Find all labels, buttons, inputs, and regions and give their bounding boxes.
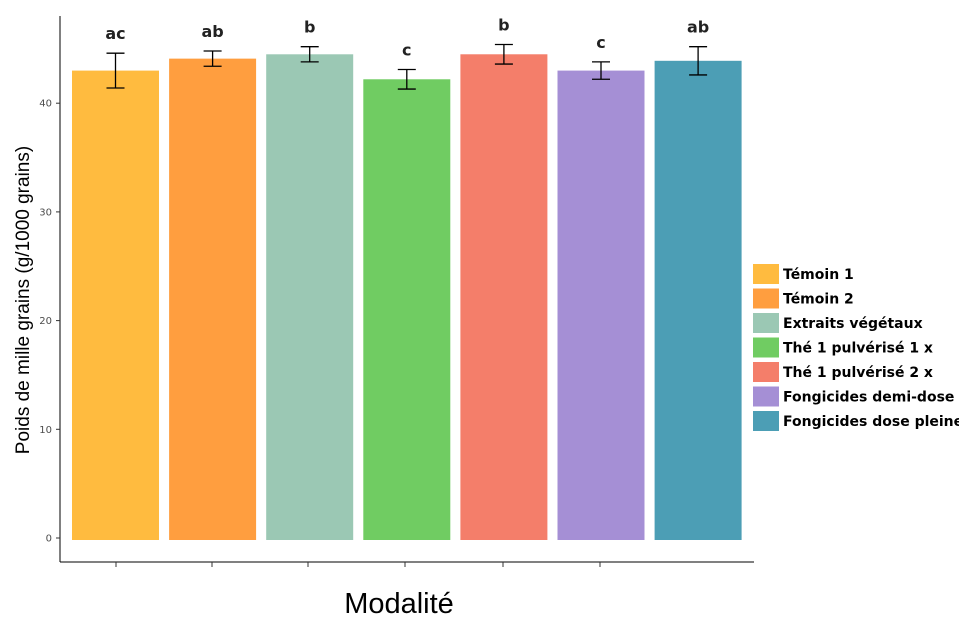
legend-swatch-2 [753,288,779,309]
legend-label-7: Fongicides dose pleine [783,414,959,430]
significance-label-1: ac [105,24,125,43]
bar-4 [363,79,451,540]
legend-label-2: Témoin 2 [783,292,854,308]
y-tick-label: 40 [39,99,52,110]
bar-1 [72,70,159,540]
legend-label-5: Thé 1 pulvérisé 2 x [783,365,933,381]
y-axis-title: Poids de mille grains (g/1000 grains) [13,146,34,454]
significance-label-4: c [402,41,411,60]
legend-swatch-6 [753,386,779,407]
y-tick-label: 20 [39,316,52,327]
legend-swatch-7 [753,411,779,431]
error-bars-group [106,43,708,90]
bar-2 [169,58,257,541]
significance-label-3: b [304,18,315,37]
bar-5 [460,54,548,540]
legend: Témoin 1 Témoin 2 Extraits végétaux Thé 1 p… [753,264,959,431]
legend-label-4: Thé 1 pulvérisé 1 x [783,341,933,357]
significance-label-5: b [498,16,509,35]
significance-labels-group: ac ab b c b c ab [105,16,709,60]
bars-group [72,54,742,541]
legend-label-6: Fongicides demi-dose [783,390,954,406]
bar-6 [557,70,645,540]
legend-label-3: Extraits végétaux [783,316,923,332]
y-ticks-group: 0 10 20 30 40 [39,99,60,545]
legend-label-1: Témoin 1 [783,267,854,283]
legend-swatch-1 [753,264,779,284]
x-axis-title: Modalité [344,588,454,617]
significance-label-2: ab [201,22,223,41]
y-tick-label: 0 [46,534,52,545]
significance-label-7: ab [687,18,709,37]
y-tick-label: 30 [39,207,52,218]
legend-swatch-3 [753,313,779,333]
legend-swatch-5 [753,362,779,382]
axes-group [59,16,754,563]
x-ticks-group [115,562,601,567]
y-tick-label: 10 [39,425,52,436]
legend-swatch-4 [753,337,779,358]
bar-3 [266,54,354,540]
bar-7 [654,60,742,540]
significance-label-6: c [596,33,605,52]
